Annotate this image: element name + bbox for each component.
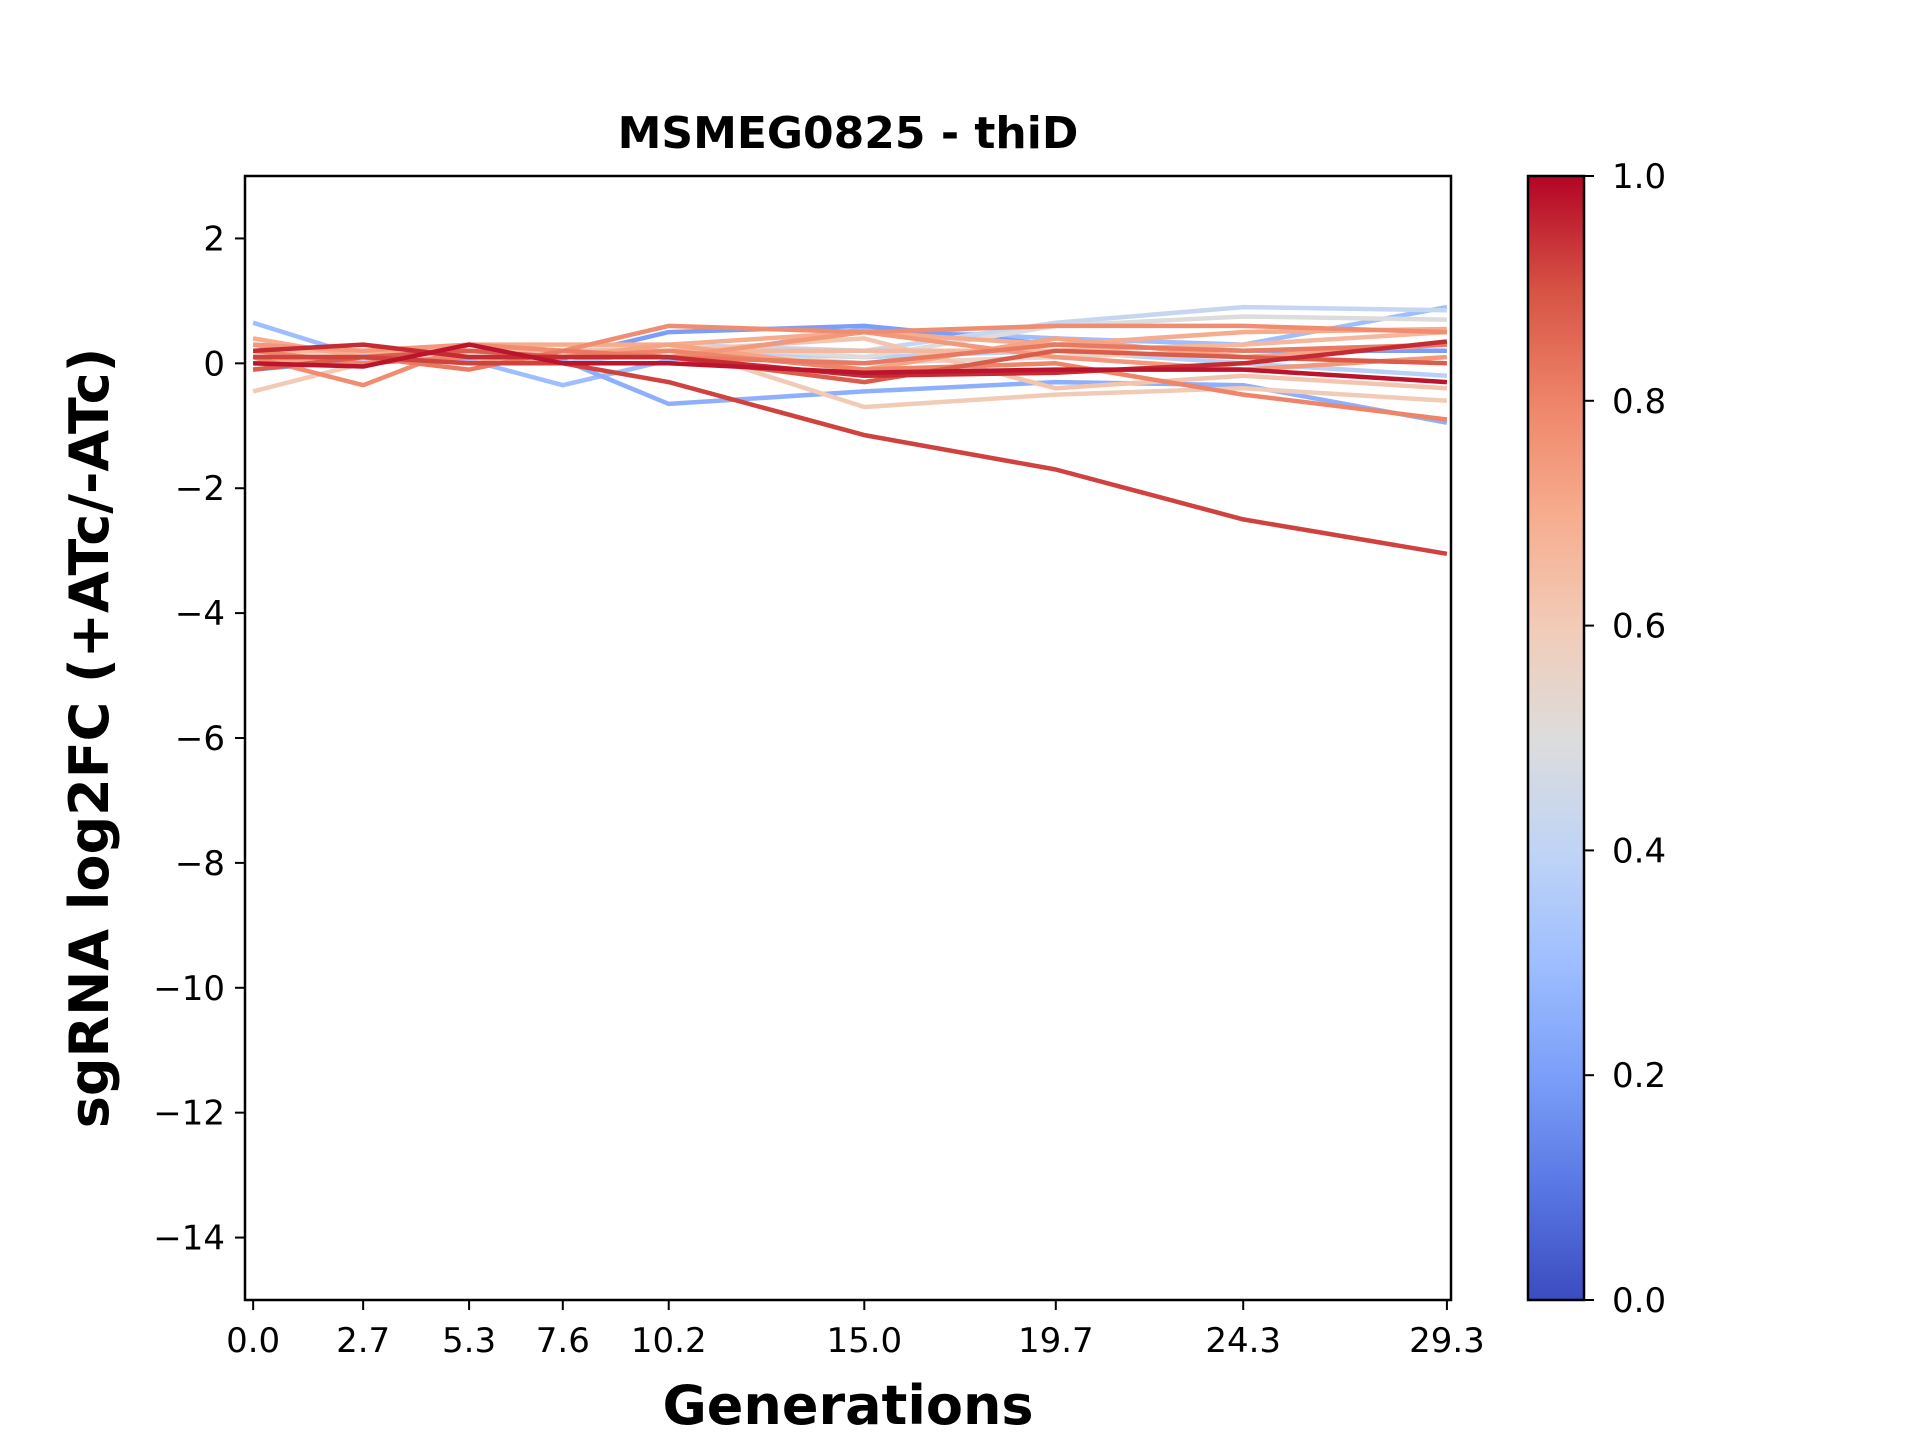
x-axis-label: Generations bbox=[662, 1374, 1033, 1437]
x-tick-label: 15.0 bbox=[826, 1321, 902, 1361]
colorbar: 0.0 0.2 0.4 0.6 0.8 1.0 bbox=[1526, 157, 1666, 1321]
y-tick-label: −6 bbox=[175, 719, 225, 759]
y-tick-label: −14 bbox=[153, 1219, 225, 1259]
chart-title: MSMEG0825 - thiD bbox=[618, 108, 1079, 159]
x-tick-label: 10.2 bbox=[631, 1321, 707, 1361]
y-tick-label: 0 bbox=[203, 344, 225, 384]
y-tick-label: −4 bbox=[175, 594, 225, 634]
series-line-19 bbox=[252, 339, 1448, 379]
series-line-14 bbox=[252, 323, 1447, 388]
x-tick-label: 5.3 bbox=[442, 1321, 496, 1361]
x-tick-label: 0.0 bbox=[226, 1321, 280, 1361]
x-tick-label: 24.3 bbox=[1205, 1321, 1281, 1361]
y-axis: 2 0 −2 −4 −6 −8 −10 −12 −14 bbox=[153, 219, 245, 1259]
y-tick-label: −10 bbox=[153, 969, 225, 1009]
colorbar-tick-label: 0.0 bbox=[1612, 1281, 1666, 1321]
x-tick-label: 19.7 bbox=[1018, 1321, 1094, 1361]
y-tick-label: 2 bbox=[203, 219, 225, 259]
y-tick-label: −8 bbox=[175, 844, 225, 884]
colorbar-tick-label: 0.8 bbox=[1612, 382, 1666, 422]
colorbar-ticks: 0.0 0.2 0.4 0.6 0.8 1.0 bbox=[1584, 157, 1666, 1321]
colorbar-gradient bbox=[1526, 174, 1586, 1302]
series-line-18 bbox=[253, 354, 1448, 557]
y-tick-label: −2 bbox=[175, 469, 225, 509]
x-tick-label: 29.3 bbox=[1409, 1321, 1485, 1361]
x-tick-label: 2.7 bbox=[336, 1321, 390, 1361]
x-tick-label: 7.6 bbox=[536, 1321, 590, 1361]
colorbar-tick-label: 0.2 bbox=[1612, 1056, 1666, 1096]
colorbar-tick-label: 1.0 bbox=[1612, 157, 1666, 197]
colorbar-tick-label: 0.4 bbox=[1612, 831, 1666, 871]
x-axis: 0.0 2.7 5.3 7.6 10.2 15.0 19.7 24.3 29.3 bbox=[226, 1300, 1485, 1361]
series-lines bbox=[252, 304, 1448, 557]
y-axis-label: sgRNA log2FC (+ATc/-ATc) bbox=[58, 348, 121, 1129]
colorbar-tick-label: 0.6 bbox=[1612, 607, 1666, 647]
y-tick-label: −12 bbox=[153, 1094, 225, 1134]
series-line-20 bbox=[253, 342, 1448, 385]
